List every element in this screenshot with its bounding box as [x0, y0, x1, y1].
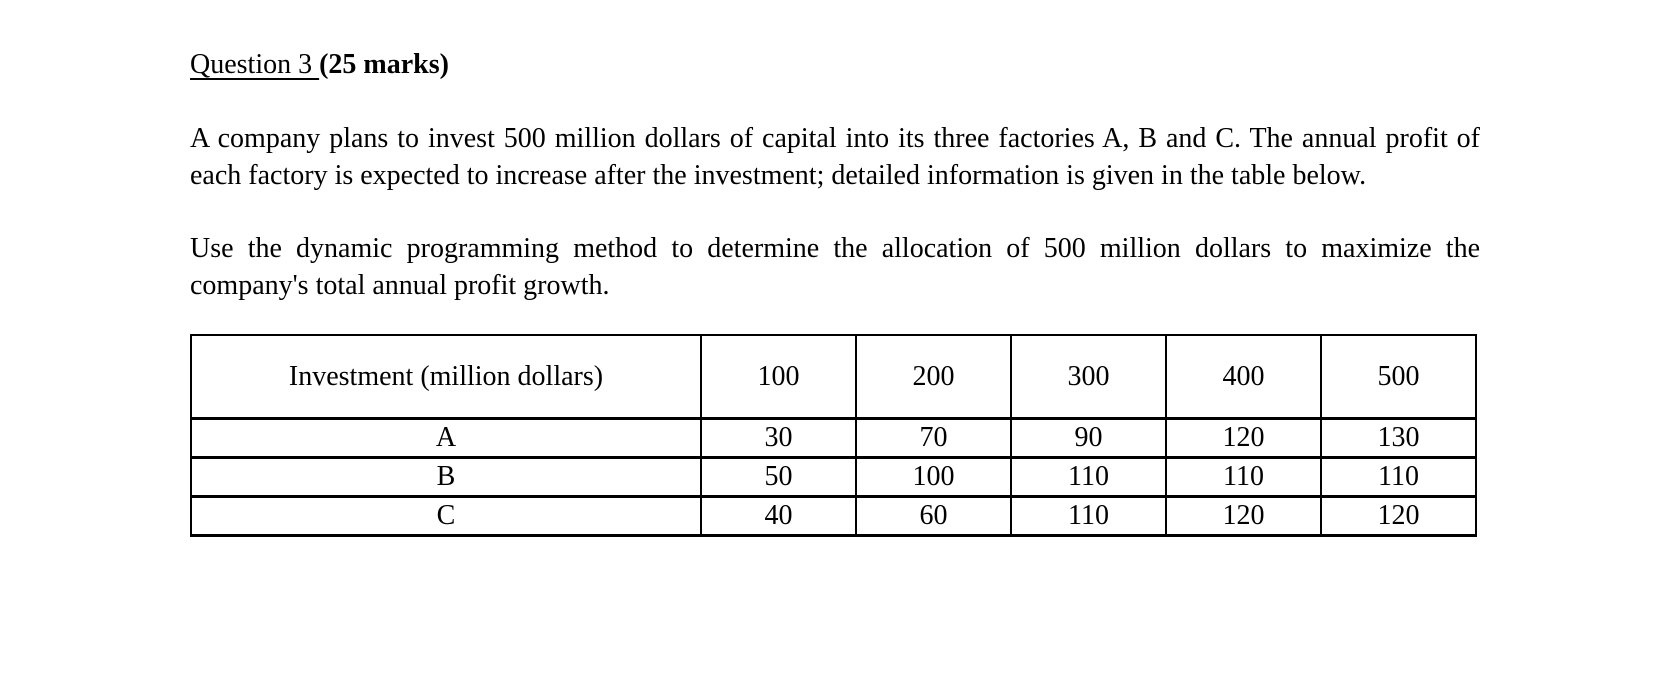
header-cell-300: 300 [1010, 334, 1167, 420]
cell-c-500: 120 [1320, 495, 1477, 537]
cell-c-400: 120 [1165, 495, 1322, 537]
cell-b-200: 100 [855, 456, 1012, 498]
cell-b-100: 50 [700, 456, 857, 498]
table-header-row: Investment (million dollars) 100 200 300… [190, 334, 1477, 420]
table-row-factory-a: A 30 70 90 120 130 [190, 417, 1477, 459]
cell-a-400: 120 [1165, 417, 1322, 459]
intro-paragraph: A company plans to invest 500 million do… [190, 123, 1480, 191]
cell-c-300: 110 [1010, 495, 1167, 537]
cell-b-500: 110 [1320, 456, 1477, 498]
row-label-c: C [190, 495, 702, 537]
cell-b-300: 110 [1010, 456, 1167, 498]
header-cell-100: 100 [700, 334, 857, 420]
cell-a-200: 70 [855, 417, 1012, 459]
cell-b-400: 110 [1165, 456, 1322, 498]
header-cell-investment: Investment (million dollars) [190, 334, 702, 420]
task-paragraph: Use the dynamic programming method to de… [190, 233, 1480, 301]
question-marks: (25 marks) [319, 49, 449, 80]
row-label-b: B [190, 456, 702, 498]
row-label-a: A [190, 417, 702, 459]
header-cell-200: 200 [855, 334, 1012, 420]
question-title: Question 3 [190, 49, 320, 80]
header-cell-400: 400 [1165, 334, 1322, 420]
cell-c-100: 40 [700, 495, 857, 537]
question-heading: Question 3 (25 marks) [190, 46, 1480, 84]
investment-table: Investment (million dollars) 100 200 300… [190, 334, 1477, 537]
cell-a-300: 90 [1010, 417, 1167, 459]
cell-a-500: 130 [1320, 417, 1477, 459]
header-cell-500: 500 [1320, 334, 1477, 420]
cell-c-200: 60 [855, 495, 1012, 537]
table-row-factory-c: C 40 60 110 120 120 [190, 495, 1477, 537]
table-row-factory-b: B 50 100 110 110 110 [190, 456, 1477, 498]
cell-a-100: 30 [700, 417, 857, 459]
